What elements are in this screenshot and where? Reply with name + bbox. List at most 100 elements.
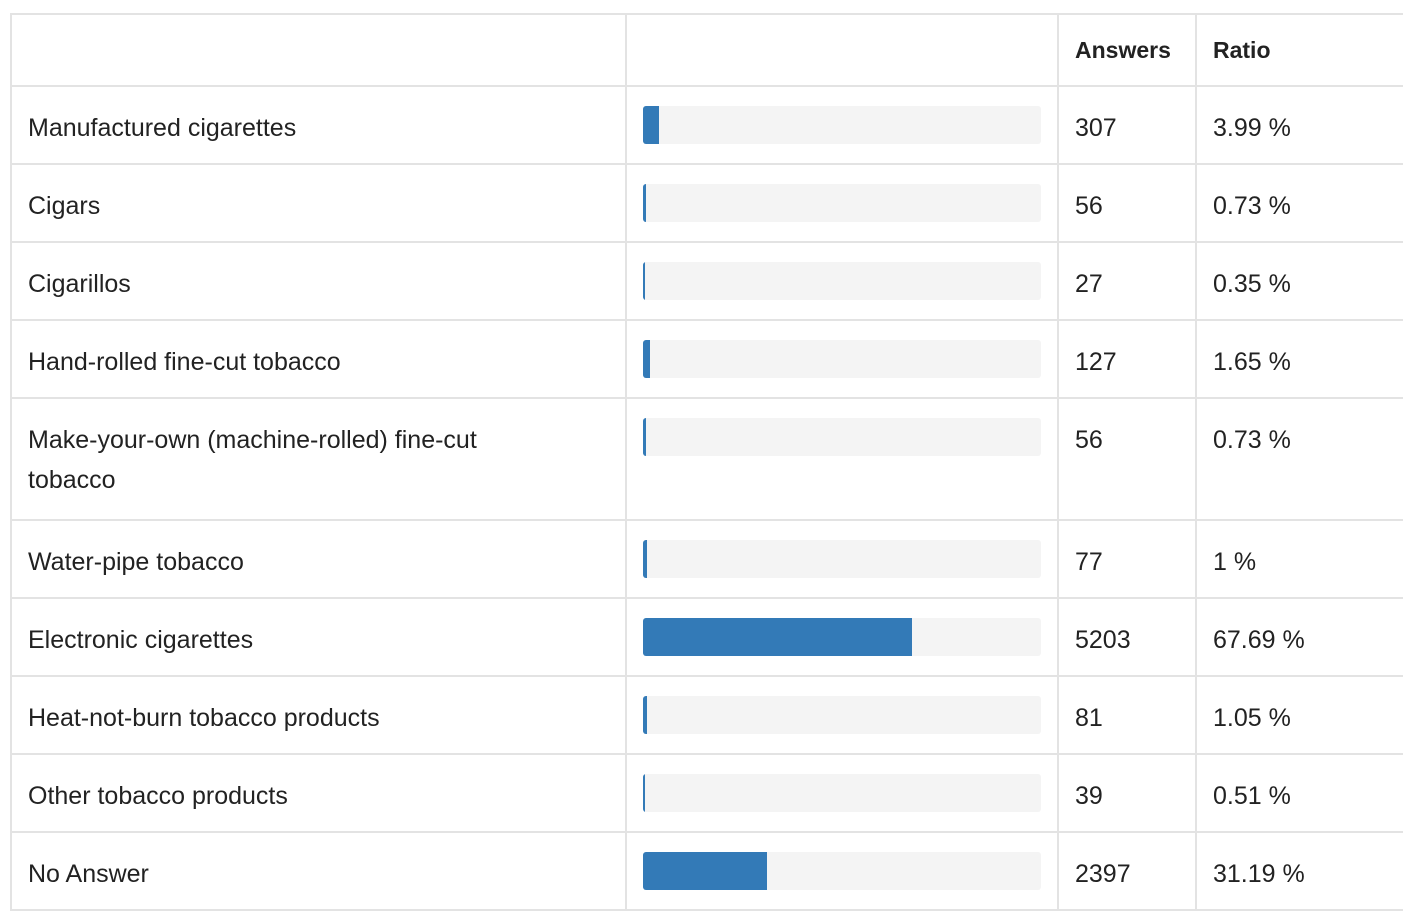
row-answers-cell: 81 — [1057, 675, 1197, 755]
progress-bar-fill — [643, 852, 768, 890]
row-answers: 81 — [1075, 704, 1103, 732]
progress-bar — [643, 774, 1041, 812]
progress-bar — [643, 340, 1041, 378]
row-ratio: 1 % — [1213, 548, 1257, 576]
row-ratio-cell: 67.69 % — [1195, 597, 1403, 677]
table-row: Other tobacco products 39 0.51 % — [10, 753, 1403, 833]
row-ratio: 0.51 % — [1213, 782, 1291, 810]
row-bar-cell — [625, 397, 1059, 521]
row-bar-cell — [625, 319, 1059, 399]
row-label: Water-pipe tobacco — [28, 548, 244, 576]
row-ratio: 3.99 % — [1213, 114, 1291, 142]
progress-bar-fill — [643, 696, 648, 734]
row-label-cell: Cigars — [10, 163, 627, 243]
row-ratio-cell: 1 % — [1195, 519, 1403, 599]
row-label-cell: Water-pipe tobacco — [10, 519, 627, 599]
row-bar-cell — [625, 675, 1059, 755]
row-answers: 5203 — [1075, 626, 1131, 654]
row-label: Electronic cigarettes — [28, 626, 254, 654]
row-label: Other tobacco products — [28, 782, 288, 810]
table-row: Electronic cigarettes 5203 67.69 % — [10, 597, 1403, 677]
row-label: Cigars — [28, 192, 101, 220]
row-ratio-cell: 3.99 % — [1195, 85, 1403, 165]
row-ratio-cell: 0.51 % — [1195, 753, 1403, 833]
header-bar-cell — [625, 13, 1059, 87]
row-answers-cell: 27 — [1057, 241, 1197, 321]
row-label: Make-your-own (machine-rolled) fine-cut … — [28, 426, 477, 494]
row-ratio-cell: 0.73 % — [1195, 397, 1403, 521]
row-answers-cell: 56 — [1057, 397, 1197, 521]
row-bar-cell — [625, 831, 1059, 911]
row-ratio: 0.73 % — [1213, 192, 1291, 220]
row-label: Hand-rolled fine-cut tobacco — [28, 348, 341, 376]
progress-bar-fill — [643, 618, 913, 656]
progress-bar — [643, 262, 1041, 300]
row-answers: 39 — [1075, 782, 1103, 810]
row-label: No Answer — [28, 860, 149, 888]
results-table: Answers Ratio Manufactured cigarettes 30… — [10, 13, 1403, 911]
progress-bar — [643, 418, 1041, 456]
row-label-cell: Electronic cigarettes — [10, 597, 627, 677]
progress-bar — [643, 852, 1041, 890]
row-label-cell: Cigarillos — [10, 241, 627, 321]
row-answers: 77 — [1075, 548, 1103, 576]
row-label: Heat-not-burn tobacco products — [28, 704, 380, 732]
row-bar-cell — [625, 241, 1059, 321]
row-ratio-cell: 0.73 % — [1195, 163, 1403, 243]
row-label: Manufactured cigarettes — [28, 114, 297, 142]
progress-bar — [643, 540, 1041, 578]
progress-bar-fill — [643, 774, 646, 812]
row-answers-cell: 127 — [1057, 319, 1197, 399]
header-answers: Answers — [1057, 13, 1197, 87]
row-ratio-cell: 1.65 % — [1195, 319, 1403, 399]
row-ratio-cell: 31.19 % — [1195, 831, 1403, 911]
table-row: Make-your-own (machine-rolled) fine-cut … — [10, 397, 1403, 521]
row-ratio: 0.73 % — [1213, 426, 1291, 454]
table-row: Cigars 56 0.73 % — [10, 163, 1403, 243]
row-ratio: 31.19 % — [1213, 860, 1305, 888]
row-label-cell: Manufactured cigarettes — [10, 85, 627, 165]
table-row: Water-pipe tobacco 77 1 % — [10, 519, 1403, 599]
progress-bar — [643, 696, 1041, 734]
row-ratio-cell: 1.05 % — [1195, 675, 1403, 755]
progress-bar-fill — [643, 540, 647, 578]
row-bar-cell — [625, 753, 1059, 833]
row-bar-cell — [625, 519, 1059, 599]
row-label-cell: Other tobacco products — [10, 753, 627, 833]
table-row: Manufactured cigarettes 307 3.99 % — [10, 85, 1403, 165]
row-bar-cell — [625, 85, 1059, 165]
row-ratio: 1.65 % — [1213, 348, 1291, 376]
table-row: Hand-rolled fine-cut tobacco 127 1.65 % — [10, 319, 1403, 399]
row-answers: 56 — [1075, 192, 1103, 220]
table-row: Cigarillos 27 0.35 % — [10, 241, 1403, 321]
row-bar-cell — [625, 163, 1059, 243]
progress-bar-fill — [643, 418, 646, 456]
row-answers: 27 — [1075, 270, 1103, 298]
row-ratio: 0.35 % — [1213, 270, 1291, 298]
row-label: Cigarillos — [28, 270, 131, 298]
progress-bar — [643, 184, 1041, 222]
row-ratio-cell: 0.35 % — [1195, 241, 1403, 321]
row-answers-cell: 5203 — [1057, 597, 1197, 677]
row-bar-cell — [625, 597, 1059, 677]
row-label-cell: Heat-not-burn tobacco products — [10, 675, 627, 755]
header-answers-label: Answers — [1075, 36, 1171, 63]
row-answers-cell: 307 — [1057, 85, 1197, 165]
row-answers: 2397 — [1075, 860, 1131, 888]
header-ratio: Ratio — [1195, 13, 1403, 87]
progress-bar-fill — [643, 262, 645, 300]
row-label-cell: No Answer — [10, 831, 627, 911]
table-row: No Answer 2397 31.19 % — [10, 831, 1403, 911]
progress-bar-fill — [643, 184, 646, 222]
progress-bar — [643, 618, 1041, 656]
row-label-cell: Make-your-own (machine-rolled) fine-cut … — [10, 397, 627, 521]
row-label-cell: Hand-rolled fine-cut tobacco — [10, 319, 627, 399]
row-ratio: 67.69 % — [1213, 626, 1305, 654]
row-answers: 127 — [1075, 348, 1117, 376]
header-ratio-label: Ratio — [1213, 36, 1271, 63]
row-answers-cell: 39 — [1057, 753, 1197, 833]
row-answers: 56 — [1075, 426, 1103, 454]
row-answers-cell: 56 — [1057, 163, 1197, 243]
progress-bar-fill — [643, 106, 659, 144]
header-label-cell — [10, 13, 627, 87]
